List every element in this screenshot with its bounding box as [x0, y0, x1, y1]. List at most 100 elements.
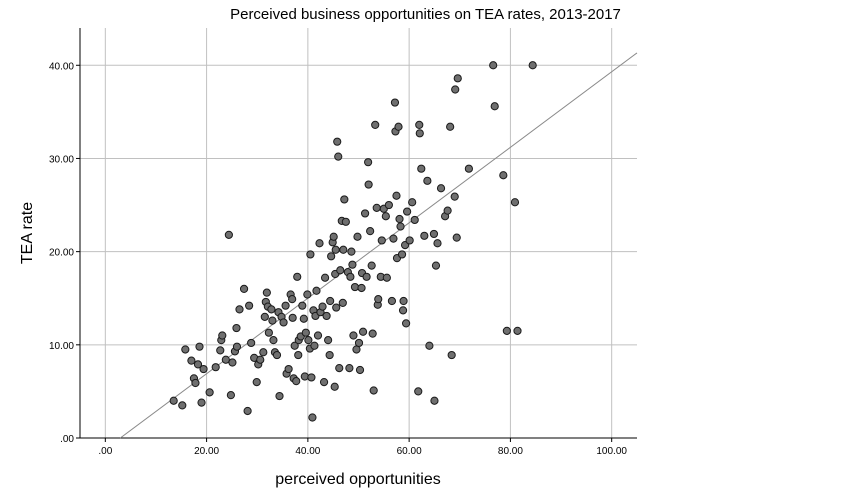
data-point: [490, 102, 499, 111]
x-tick-label: 20.00: [194, 446, 219, 457]
data-points: [169, 61, 537, 422]
data-point: [199, 364, 208, 374]
data-point: [414, 387, 423, 396]
data-point: [332, 303, 341, 312]
data-point: [232, 323, 241, 333]
data-point: [389, 234, 398, 243]
data-point: [260, 312, 269, 321]
data-point: [410, 215, 419, 225]
grid-lines: [80, 28, 637, 438]
data-point: [499, 171, 508, 180]
data-point: [245, 301, 254, 310]
data-point: [187, 356, 196, 365]
data-point: [417, 164, 426, 173]
data-point: [181, 345, 190, 354]
data-point: [292, 377, 301, 386]
data-point: [346, 272, 355, 281]
data-point: [345, 364, 354, 373]
data-point: [288, 295, 297, 304]
data-point: [341, 217, 350, 226]
data-point: [298, 301, 307, 310]
data-point: [205, 388, 214, 397]
data-point: [310, 341, 319, 350]
data-point: [353, 232, 362, 241]
data-point: [334, 152, 343, 161]
data-point: [197, 398, 206, 407]
data-point: [510, 198, 520, 207]
y-tick-labels: .00 10.00 20.00 30.00 40.00: [49, 61, 80, 445]
data-point: [364, 158, 373, 167]
data-point: [252, 377, 261, 387]
data-point: [308, 413, 317, 422]
y-tick-label: 30.00: [49, 154, 74, 165]
data-point: [191, 378, 200, 388]
data-point: [290, 341, 299, 350]
data-point: [322, 311, 331, 321]
data-point: [347, 247, 356, 256]
data-point: [430, 396, 439, 405]
x-tick-label: 40.00: [295, 446, 320, 457]
data-point: [178, 401, 187, 410]
data-point: [294, 350, 303, 360]
data-point: [338, 298, 347, 307]
fit-line: [120, 52, 638, 439]
data-point: [433, 239, 442, 248]
data-point: [211, 363, 220, 372]
data-point: [420, 231, 429, 240]
data-point: [300, 372, 309, 381]
chart-title: Perceived business opportunities on TEA …: [230, 6, 621, 23]
data-point: [319, 377, 329, 387]
data-point: [431, 261, 441, 270]
data-point: [256, 355, 265, 364]
data-point: [216, 346, 225, 355]
data-point: [450, 192, 459, 201]
data-point: [398, 306, 408, 315]
data-point: [396, 222, 405, 231]
data-point: [415, 129, 424, 138]
data-point: [301, 328, 310, 337]
y-tick-label: 10.00: [49, 341, 74, 352]
data-point: [354, 338, 364, 348]
data-point: [303, 290, 312, 299]
data-point: [362, 272, 371, 281]
data-point: [336, 266, 345, 275]
data-point: [452, 233, 461, 242]
data-point: [394, 122, 403, 131]
data-point: [387, 296, 397, 306]
data-point: [384, 200, 393, 210]
data-point: [348, 260, 357, 269]
data-point: [405, 236, 414, 245]
data-point: [195, 342, 204, 351]
data-point: [371, 120, 380, 130]
data-point: [304, 336, 313, 345]
data-point: [218, 331, 227, 340]
data-point: [226, 391, 235, 400]
data-point: [335, 364, 344, 373]
data-point: [374, 295, 383, 304]
y-tick-label: 40.00: [49, 61, 74, 72]
data-point: [306, 250, 315, 259]
data-point: [243, 406, 252, 416]
y-tick-label: .00: [60, 434, 74, 445]
data-point: [272, 350, 282, 360]
data-point: [293, 272, 302, 281]
data-point: [307, 373, 316, 382]
data-point: [331, 245, 340, 254]
data-point: [313, 331, 323, 340]
data-point: [279, 318, 288, 327]
data-point: [403, 207, 412, 216]
data-point: [366, 227, 375, 236]
data-point: [415, 120, 424, 130]
data-point: [326, 296, 335, 306]
data-point: [324, 336, 333, 345]
data-point: [350, 282, 360, 292]
data-point: [169, 396, 178, 405]
data-point: [408, 198, 417, 207]
data-point: [325, 350, 334, 360]
data-point: [423, 176, 432, 185]
data-point: [425, 341, 434, 350]
data-point: [464, 164, 473, 173]
data-point: [528, 61, 537, 70]
data-point: [399, 296, 408, 306]
